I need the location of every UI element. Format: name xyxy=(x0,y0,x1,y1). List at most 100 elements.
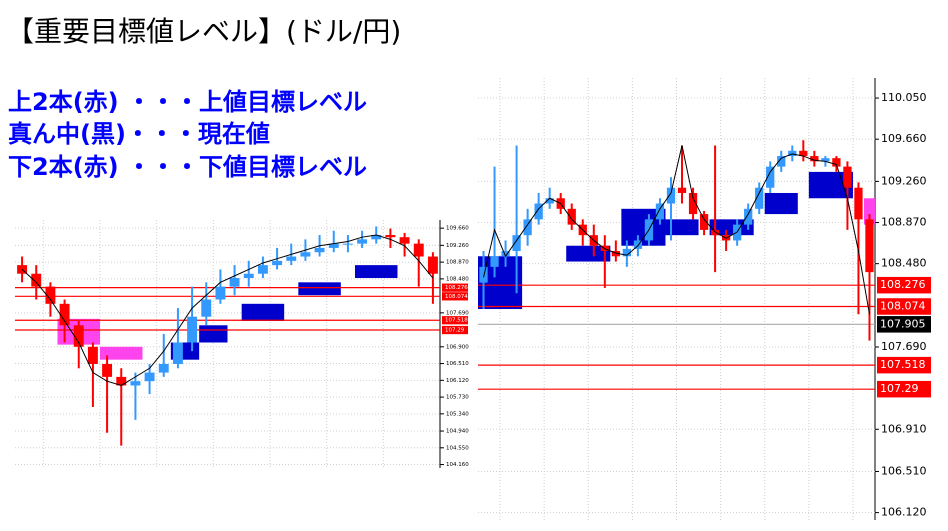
candle-body xyxy=(777,156,786,167)
candle-body xyxy=(45,286,56,304)
candle-body xyxy=(512,235,521,252)
level-tag xyxy=(442,292,468,301)
candle-body xyxy=(158,363,169,373)
level-label: 107.518 xyxy=(445,318,468,324)
candle-body xyxy=(59,303,70,326)
y-tick-label: 106.510 xyxy=(446,361,469,367)
y-tick-label: 109.260 xyxy=(446,243,469,249)
candle-body xyxy=(371,235,382,240)
y-tick-label: 104.550 xyxy=(446,445,469,451)
y-tick-label: 105.730 xyxy=(446,395,469,401)
candle-body xyxy=(755,187,764,209)
candle-body xyxy=(272,260,283,266)
candle-body xyxy=(788,150,797,157)
candle-body xyxy=(865,219,874,273)
y-tick-label: 106.510 xyxy=(881,464,927,477)
target-box xyxy=(665,219,699,236)
level-tag xyxy=(877,316,931,333)
candle-body xyxy=(479,266,488,283)
level-tag xyxy=(877,276,931,294)
candle-body xyxy=(116,376,127,386)
candle-body xyxy=(300,252,311,257)
candle-body xyxy=(622,248,632,257)
candle-body xyxy=(144,372,155,382)
y-tick-label: 109.660 xyxy=(446,226,469,232)
y-tick-label: 105.340 xyxy=(446,411,469,417)
candle-body xyxy=(286,256,297,261)
y-tick-label: 107.690 xyxy=(446,310,469,316)
candle-body xyxy=(102,363,113,377)
target-box xyxy=(241,303,285,322)
y-tick-label: 108.480 xyxy=(446,276,469,282)
candle-body xyxy=(766,166,775,188)
target-box xyxy=(199,325,228,343)
y-tick-label: 106.120 xyxy=(446,378,469,384)
candle-body xyxy=(534,203,543,220)
target-box xyxy=(764,192,798,215)
target-box xyxy=(566,245,611,262)
candle-body xyxy=(187,316,198,343)
candle-body xyxy=(328,243,339,248)
candle-body xyxy=(87,346,98,364)
candle-body xyxy=(342,243,353,245)
y-tick-label: 110.050 xyxy=(881,91,927,104)
candle-body xyxy=(666,187,676,204)
y-tick-label: 108.870 xyxy=(446,260,469,266)
level-tag xyxy=(877,298,931,315)
candle-body xyxy=(31,273,42,287)
y-tick-label: 106.900 xyxy=(446,344,469,350)
target-box xyxy=(298,282,341,296)
y-tick-label: 109.660 xyxy=(881,132,927,145)
price-line xyxy=(21,234,434,387)
candle-body xyxy=(810,156,819,162)
candle-body xyxy=(130,381,141,386)
candle-body xyxy=(854,187,863,220)
y-tick-label: 104.940 xyxy=(446,429,469,435)
level-label: 107.905 xyxy=(880,317,926,330)
candle-body xyxy=(215,286,226,300)
candle-body xyxy=(567,208,576,225)
candle-body xyxy=(655,203,665,220)
level-tag xyxy=(877,380,931,398)
level-label: 108.074 xyxy=(880,299,926,312)
candle-body xyxy=(799,150,808,157)
level-tag xyxy=(877,356,931,374)
candle-body xyxy=(490,256,499,267)
candle-body xyxy=(399,237,410,244)
candle-body xyxy=(843,166,852,188)
candle-body xyxy=(688,192,698,215)
candle-body xyxy=(821,158,830,162)
page-title: 【重要目標値レベル】(ドル/円) xyxy=(6,15,401,48)
target-box xyxy=(355,265,398,279)
candle-body xyxy=(633,240,643,249)
candle-body xyxy=(501,251,510,257)
candle-body xyxy=(699,214,709,230)
candle-body xyxy=(523,219,532,236)
level-label: 107.29 xyxy=(445,328,465,334)
y-tick-label: 106.910 xyxy=(881,422,927,435)
target-box xyxy=(863,198,875,225)
note: 上2本(赤) ・・・上値目標レベル xyxy=(8,88,367,116)
candle-body xyxy=(201,299,212,317)
level-label: 108.074 xyxy=(445,294,468,300)
y-tick-label: 109.260 xyxy=(881,174,927,187)
candle-body xyxy=(427,256,438,274)
level-label: 108.276 xyxy=(880,278,926,291)
candle-body xyxy=(172,342,183,364)
candle-body xyxy=(229,278,240,287)
y-tick-label: 106.120 xyxy=(881,506,927,519)
candle-body xyxy=(677,187,687,193)
level-label: 108.276 xyxy=(445,285,468,291)
candle-body xyxy=(545,198,554,204)
candle-body xyxy=(314,247,325,253)
note: 真ん中(黒)・・・現在値 xyxy=(8,120,270,148)
candle-body xyxy=(385,235,396,238)
y-tick-label: 108.870 xyxy=(881,216,927,229)
candle-body xyxy=(744,208,753,225)
candle-body xyxy=(413,243,424,257)
y-tick-label: 108.480 xyxy=(881,257,927,270)
level-label: 107.518 xyxy=(880,358,926,371)
level-tag xyxy=(442,283,468,292)
candle-body xyxy=(257,265,268,274)
